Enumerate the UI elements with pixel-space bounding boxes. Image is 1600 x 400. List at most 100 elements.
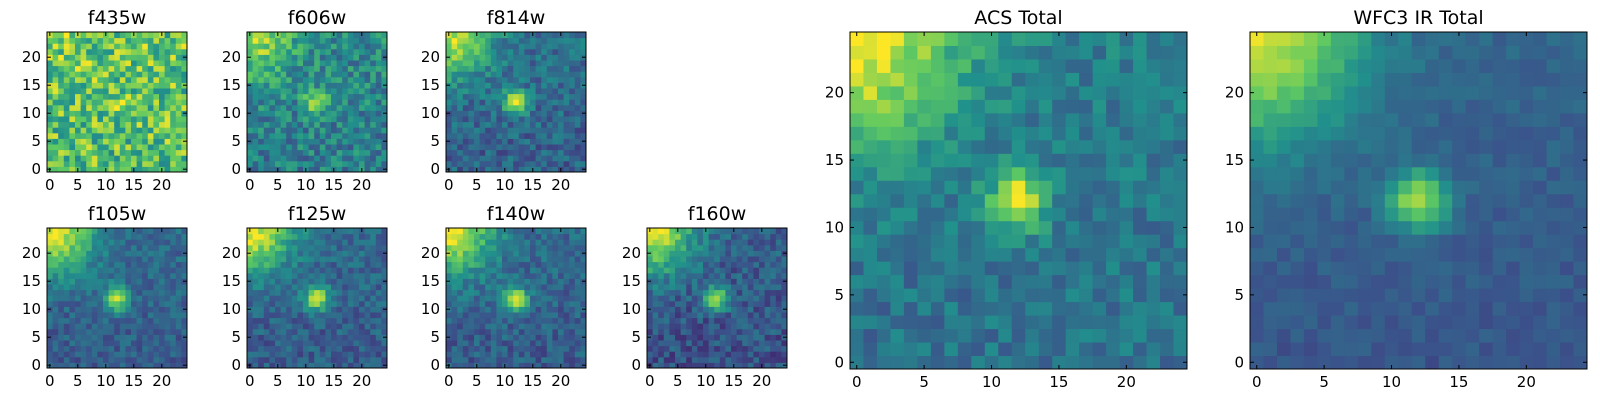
heatmap-cell bbox=[159, 155, 166, 162]
heatmap-cell bbox=[691, 328, 698, 335]
heatmap-cell bbox=[998, 288, 1013, 303]
heatmap-cell bbox=[75, 295, 82, 302]
heatmap-cell bbox=[652, 317, 659, 324]
heatmap-cell bbox=[353, 149, 360, 156]
heatmap-cell bbox=[119, 306, 126, 313]
heatmap-cell bbox=[269, 250, 276, 257]
heatmap-cell bbox=[474, 144, 481, 151]
heatmap-cell bbox=[91, 233, 98, 240]
heatmap-cell bbox=[669, 239, 676, 246]
heatmap-cell bbox=[468, 317, 475, 324]
heatmap-cell bbox=[319, 278, 326, 285]
heatmap-cell bbox=[308, 54, 315, 61]
heatmap-cell bbox=[558, 82, 565, 89]
heatmap-cell bbox=[52, 250, 59, 257]
heatmap-cell bbox=[353, 132, 360, 139]
heatmap-cell bbox=[652, 340, 659, 347]
heatmap-cell bbox=[546, 250, 553, 257]
heatmap-cell bbox=[52, 110, 59, 117]
heatmap-cell bbox=[258, 256, 265, 263]
heatmap-cell bbox=[131, 233, 138, 240]
heatmap-cell bbox=[181, 256, 188, 263]
heatmap-cell bbox=[507, 65, 514, 72]
heatmap-cell bbox=[524, 284, 531, 291]
heatmap-cell bbox=[1052, 261, 1067, 276]
heatmap-cell bbox=[147, 295, 154, 302]
heatmap-cell bbox=[97, 104, 104, 111]
heatmap-cell bbox=[708, 272, 715, 279]
heatmap-cell bbox=[496, 362, 503, 369]
heatmap-cells bbox=[446, 32, 587, 173]
heatmap-cell bbox=[347, 334, 354, 341]
heatmap-cell bbox=[535, 99, 542, 106]
heatmap-cell bbox=[319, 228, 326, 235]
heatmap-cell bbox=[164, 54, 171, 61]
heatmap-cell bbox=[263, 233, 270, 240]
heatmap-cell bbox=[252, 250, 259, 257]
heatmap-cell bbox=[507, 284, 514, 291]
heatmap-cell bbox=[275, 267, 282, 274]
heatmap-cell bbox=[325, 99, 332, 106]
heatmap-cell bbox=[686, 256, 693, 263]
heatmap-cell bbox=[280, 334, 287, 341]
heatmap-cell bbox=[164, 239, 171, 246]
heatmap-cell bbox=[944, 355, 959, 370]
heatmap-cell bbox=[314, 54, 321, 61]
heatmap-cell bbox=[319, 32, 326, 39]
heatmap-cell bbox=[364, 261, 371, 268]
heatmap-cell bbox=[181, 356, 188, 363]
heatmap-cell bbox=[496, 48, 503, 55]
heatmap-cell bbox=[890, 288, 905, 303]
heatmap-cell bbox=[303, 278, 310, 285]
heatmap-cell bbox=[753, 306, 760, 313]
heatmap-cell bbox=[708, 228, 715, 235]
heatmap-cell bbox=[91, 48, 98, 55]
heatmap-cell bbox=[658, 272, 665, 279]
heatmap-cell bbox=[269, 48, 276, 55]
heatmap-cell bbox=[580, 127, 587, 134]
heatmap-cell bbox=[546, 284, 553, 291]
heatmap-cell bbox=[563, 160, 570, 167]
heatmap-cell bbox=[153, 71, 160, 78]
heatmap-cell bbox=[269, 239, 276, 246]
heatmap-cell bbox=[359, 43, 366, 50]
heatmap-cell bbox=[759, 312, 766, 319]
heatmap-cell bbox=[286, 138, 293, 145]
heatmap-cell bbox=[336, 48, 343, 55]
heatmap-cell bbox=[286, 261, 293, 268]
heatmap-cell bbox=[97, 110, 104, 117]
heatmap-cell bbox=[781, 289, 788, 296]
heatmap-cell bbox=[944, 247, 959, 262]
heatmap-cell bbox=[342, 244, 349, 251]
heatmap-cell bbox=[1079, 247, 1094, 262]
heatmap-cell bbox=[485, 289, 492, 296]
heatmap-cell bbox=[1065, 315, 1080, 330]
heatmap-cell bbox=[485, 267, 492, 274]
heatmap-cell bbox=[97, 289, 104, 296]
heatmap-cell bbox=[359, 345, 366, 352]
heatmap-cell bbox=[170, 306, 177, 313]
heatmap-cell bbox=[474, 284, 481, 291]
x-tick-label: 5 bbox=[472, 176, 482, 194]
heatmap-cell bbox=[496, 239, 503, 246]
heatmap-cell bbox=[446, 132, 453, 139]
heatmap-cell bbox=[546, 116, 553, 123]
heatmap-cell bbox=[263, 272, 270, 279]
heatmap-cell bbox=[147, 256, 154, 263]
heatmap-cell bbox=[770, 278, 777, 285]
heatmap-cell bbox=[569, 60, 576, 67]
heatmap-cell bbox=[524, 267, 531, 274]
heatmap-cell bbox=[314, 132, 321, 139]
heatmap-cell bbox=[269, 267, 276, 274]
heatmap-cell bbox=[770, 261, 777, 268]
heatmap-cell bbox=[314, 272, 321, 279]
heatmap-cell bbox=[75, 65, 82, 72]
heatmap-cell bbox=[719, 351, 726, 358]
heatmap-cell bbox=[63, 272, 70, 279]
heatmap-cell bbox=[108, 289, 115, 296]
heatmap-cell bbox=[258, 37, 265, 44]
heatmap-cell bbox=[103, 284, 110, 291]
heatmap-cell bbox=[496, 110, 503, 117]
heatmap-cell bbox=[164, 127, 171, 134]
heatmap-cell bbox=[652, 306, 659, 313]
